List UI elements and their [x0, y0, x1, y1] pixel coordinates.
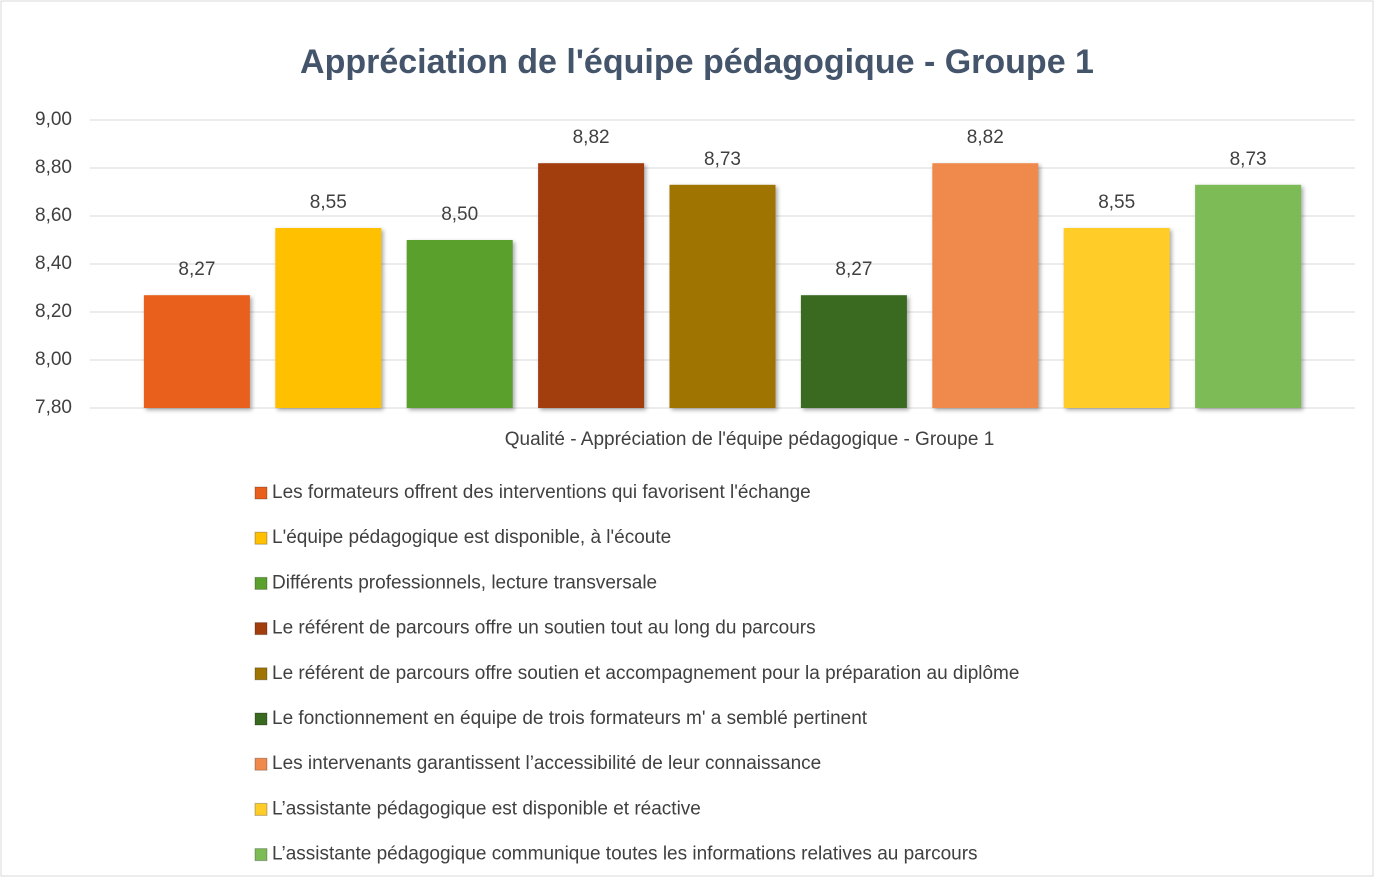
value-label: 8,82 [967, 127, 1004, 148]
legend-swatch [254, 712, 268, 726]
legend-label: Le fonctionnement en équipe de trois for… [272, 708, 868, 729]
legend-label: Les intervenants garantissent l’accessib… [272, 753, 821, 774]
value-label: 8,55 [1098, 192, 1135, 213]
y-tick-label: 8,20 [35, 301, 72, 322]
y-tick-label: 8,40 [35, 253, 72, 274]
y-tick-label: 9,00 [35, 109, 72, 130]
legend-swatch [254, 848, 268, 862]
legend-swatch [254, 667, 268, 681]
y-tick-label: 8,60 [35, 205, 72, 226]
legend-swatch [254, 802, 268, 816]
y-tick-label: 8,00 [35, 349, 72, 370]
legend-label: L'équipe pédagogique est disponible, à l… [272, 527, 671, 548]
value-label: 8,50 [441, 204, 478, 225]
bar [932, 163, 1039, 408]
value-label: 8,82 [573, 127, 610, 148]
legend-label: Le référent de parcours offre soutien et… [272, 663, 1019, 684]
value-label: 8,73 [704, 149, 741, 170]
legend-swatch [254, 622, 268, 636]
y-tick-label: 7,80 [35, 397, 72, 418]
bar [143, 295, 250, 408]
legend-label: Le référent de parcours offre un soutien… [272, 618, 816, 639]
bar [669, 184, 776, 408]
legend-label: L’assistante pédagogique est disponible … [272, 798, 701, 819]
bar [1063, 228, 1170, 408]
value-label: 8,55 [310, 192, 347, 213]
value-label: 8,27 [835, 259, 872, 280]
value-label: 8,73 [1230, 149, 1267, 170]
chart-title: Appréciation de l'équipe pédagogique - G… [300, 43, 1094, 81]
bar [538, 163, 645, 408]
bar [800, 295, 907, 408]
bar [406, 240, 513, 408]
y-tick-label: 8,80 [35, 157, 72, 178]
legend-swatch [254, 531, 268, 545]
legend-swatch [254, 576, 268, 590]
value-label: 8,27 [178, 259, 215, 280]
bar [1195, 184, 1302, 408]
legend-swatch [254, 486, 268, 500]
x-tick-label: Qualité - Appréciation de l'équipe pédag… [505, 429, 995, 450]
legend-label: Les formateurs offrent des interventions… [272, 482, 811, 503]
legend-label: L’assistante pédagogique communique tout… [272, 844, 978, 865]
legend-swatch [254, 757, 268, 771]
legend-label: Différents professionnels, lecture trans… [272, 572, 657, 593]
bar [275, 228, 382, 408]
